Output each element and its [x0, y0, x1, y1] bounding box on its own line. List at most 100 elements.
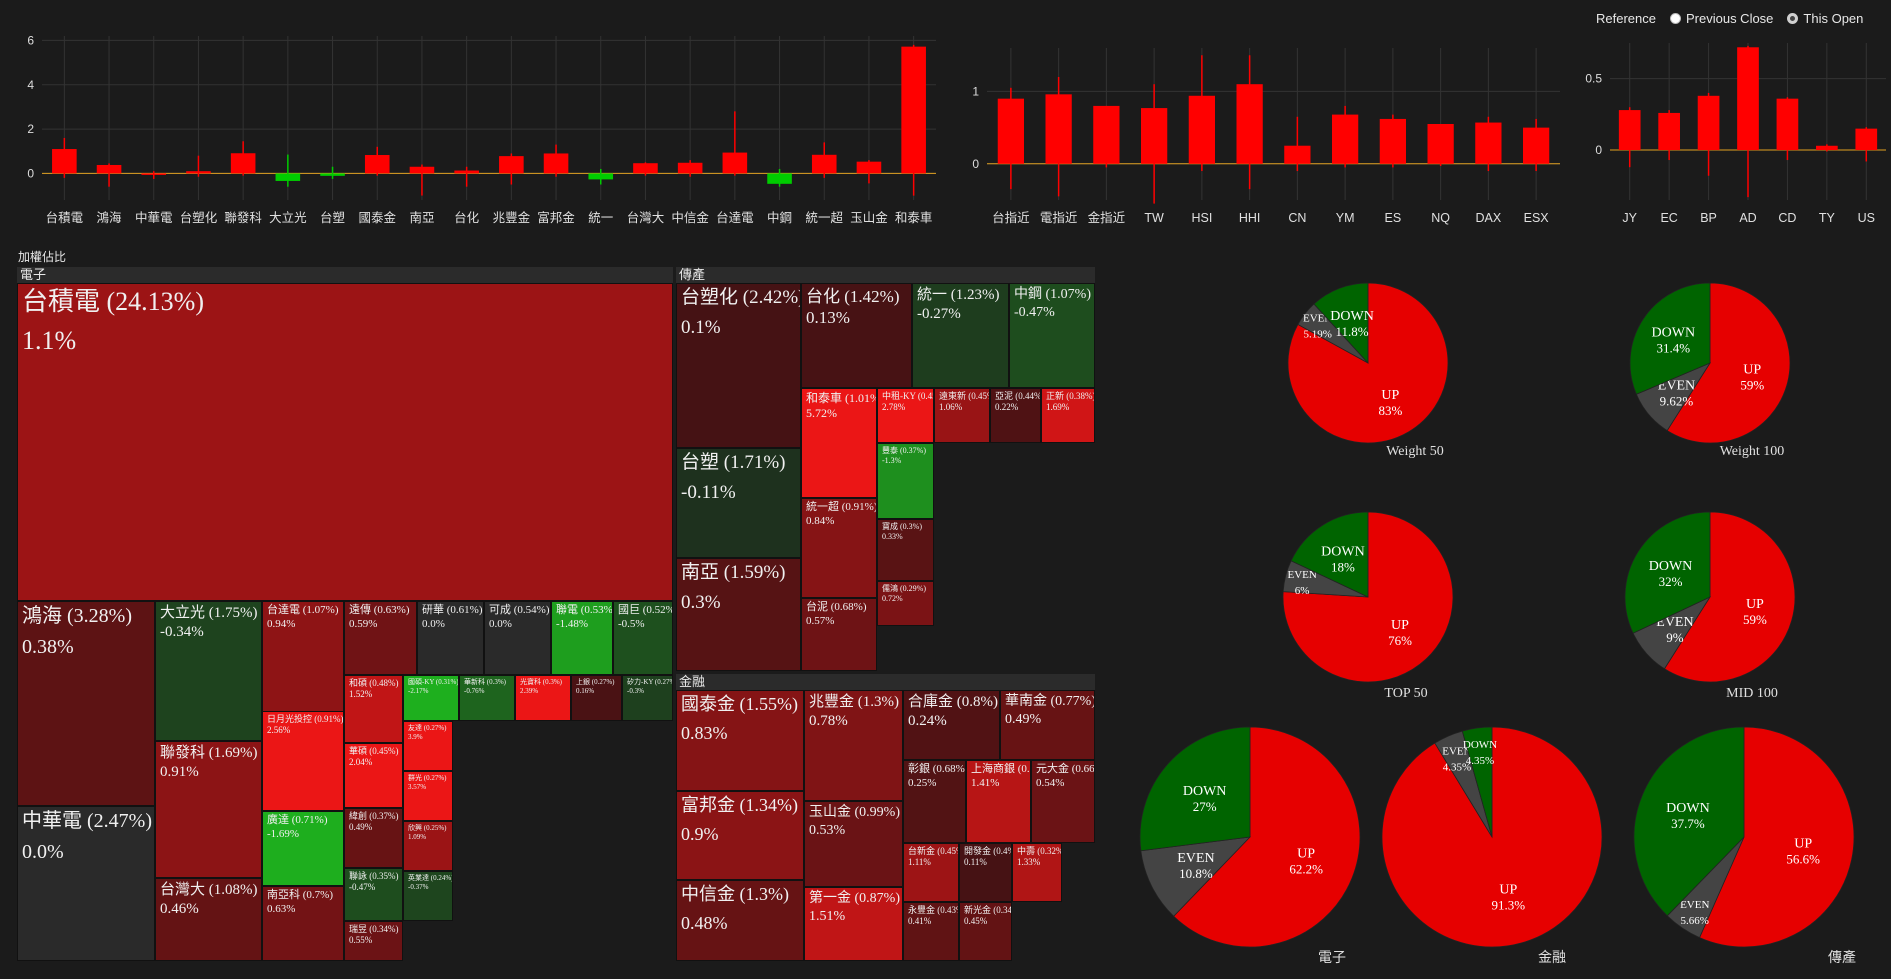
treemap-tile[interactable]: 統一超 (0.91%) 0.84% [801, 498, 877, 598]
treemap-tile[interactable]: 上銀 (0.27%) 0.16% [571, 675, 622, 721]
treemap-tile-value: 1.69% [1046, 402, 1070, 413]
candle-body [543, 153, 569, 174]
treemap-tile[interactable]: 欣興 (0.25%) 1.09% [403, 821, 453, 871]
treemap-tile[interactable]: 玉山金 (0.99%) 0.53% [804, 801, 903, 887]
treemap-tile-value: 1.52% [349, 689, 373, 700]
treemap-tile[interactable]: 光寶科 (0.3%) 2.39% [515, 675, 571, 721]
pie-title: Weight 100 [1720, 444, 1785, 459]
treemap-tile[interactable]: 合庫金 (0.8%) 0.24% [903, 690, 1000, 760]
treemap-tile[interactable]: 豐泰 (0.37%) -1.3% [877, 443, 934, 519]
treemap-tile-value: 2.56% [267, 725, 291, 736]
reference-label: Reference [1596, 10, 1656, 26]
x-tick-label: 聯發科 [224, 210, 262, 225]
treemap-tile-name: 和碩 (0.48%) [349, 678, 399, 688]
treemap-tile-value: 0.33% [882, 532, 903, 541]
reference-selector: Reference Previous Close This Open [1596, 8, 1863, 28]
treemap-tile[interactable]: 彰銀 (0.68%) 0.25% [903, 760, 966, 843]
treemap-tile[interactable]: 遠傳 (0.63%) 0.59% [344, 601, 417, 675]
treemap-tile[interactable]: 台灣大 (1.08%) 0.46% [155, 878, 262, 961]
treemap-sector-header: 電子 [17, 267, 673, 283]
treemap-tile[interactable]: 華南金 (0.77%) 0.49% [1000, 690, 1095, 760]
treemap-tile[interactable]: 台積電 (24.13%) 1.1% [17, 283, 673, 601]
treemap-tile[interactable]: 中華電 (2.47%) 0.0% [17, 806, 155, 961]
pie-slice-label: UP [1743, 362, 1761, 377]
treemap-tile[interactable]: 華碩 (0.45%) 2.04% [344, 743, 403, 808]
treemap-tile-name: 遠傳 (0.63%) [349, 604, 410, 616]
pie-slice [1139, 726, 1251, 852]
treemap-tile-value: 1.11% [908, 857, 931, 868]
pie-slice-value: 76% [1388, 633, 1412, 648]
treemap-tile[interactable]: 亞泥 (0.44%) 0.22% [990, 388, 1041, 443]
treemap-tile[interactable]: 中信金 (1.3%) 0.48% [676, 880, 804, 961]
treemap-tile[interactable]: 元大金 (0.66%)0.54% [1031, 760, 1095, 843]
treemap-tile[interactable]: 中租-KY (0.45%)2.78% [877, 388, 934, 443]
treemap-sector-header: 金融 [676, 674, 1095, 690]
treemap-tile[interactable]: 聯發科 (1.69%) 0.91% [155, 741, 262, 878]
treemap-tile[interactable]: 台化 (1.42%) 0.13% [801, 283, 912, 388]
treemap-tile[interactable]: 華新科 (0.3%) -0.76% [459, 675, 515, 721]
treemap-tile[interactable]: 聯電 (0.53%) -1.48% [551, 601, 613, 675]
treemap-tile-name: 台塑化 (2.42%) [681, 287, 801, 308]
treemap-tile[interactable]: 國碩-KY (0.31%) -2.17% [403, 675, 459, 721]
previous-close-option[interactable]: Previous Close [1669, 11, 1773, 26]
treemap-tile[interactable]: 新光金 (0.34%)0.45% [959, 902, 1012, 961]
x-tick-label: YM [1336, 211, 1355, 225]
x-tick-label: EC [1660, 211, 1677, 225]
treemap-tile[interactable]: 瑞昱 (0.34%) 0.55% [344, 921, 403, 961]
treemap-tile[interactable]: 南亞 (1.59%) 0.3% [676, 558, 801, 671]
candle-body [96, 164, 122, 174]
treemap-tile[interactable]: 儒鴻 (0.29%) 0.72% [877, 581, 934, 626]
treemap-tile[interactable]: 中壽 (0.32%) 1.33% [1012, 843, 1062, 902]
treemap-tile-name: 兆豐金 (1.3%) [809, 694, 899, 710]
treemap-tile[interactable]: 兆豐金 (1.3%) 0.78% [804, 690, 903, 801]
treemap-tile-name: 友達 (0.27%) [408, 724, 447, 732]
treemap-tile[interactable]: 研華 (0.61%) 0.0% [417, 601, 484, 675]
treemap-tile[interactable]: 和碩 (0.48%) 1.52% [344, 675, 403, 743]
treemap-tile[interactable]: 統一 (1.23%) -0.27% [912, 283, 1009, 388]
candle-body [1855, 128, 1878, 151]
previous-close-radio[interactable] [1669, 12, 1681, 24]
x-tick-label: US [1858, 211, 1875, 225]
candle-body [997, 98, 1025, 164]
treemap-tile[interactable]: 國巨 (0.52%) -0.5% [613, 601, 673, 675]
treemap-tile[interactable]: 國泰金 (1.55%) 0.83% [676, 690, 804, 791]
candle-body [901, 46, 926, 174]
treemap-tile[interactable]: 友達 (0.27%) 3.9% [403, 721, 453, 771]
treemap-tile[interactable]: 上海商銀 (0.66%)1.41% [966, 760, 1031, 843]
treemap-tile-name: 玉山金 (0.99%) [809, 805, 900, 820]
treemap-tile[interactable]: 廣達 (0.71%) -1.69% [262, 811, 344, 886]
this-open-option[interactable]: This Open [1787, 11, 1863, 26]
treemap-title: 加權佔比 [18, 250, 67, 264]
treemap-tile-name: 聯詠 (0.35%) [349, 871, 399, 881]
treemap-tile[interactable]: 台塑 (1.71%) -0.11% [676, 448, 801, 558]
treemap-tile[interactable]: 第一金 (0.87%) 1.51% [804, 887, 903, 961]
treemap-tile[interactable]: 聯詠 (0.35%) -0.47% [344, 868, 403, 921]
treemap-tile[interactable]: 永豐金 (0.43%)0.41% [903, 902, 959, 961]
x-tick-label: 台塑 [320, 210, 345, 225]
treemap-tile[interactable]: 中鋼 (1.07%) -0.47% [1009, 283, 1095, 388]
this-open-radio[interactable] [1787, 12, 1799, 24]
treemap-tile[interactable]: 台新金 (0.45%)1.11% [903, 843, 959, 902]
treemap-tile[interactable]: 可成 (0.54%) 0.0% [484, 601, 551, 675]
treemap-tile-value: 0.45% [964, 916, 988, 927]
pie-title: TOP 50 [1384, 686, 1427, 701]
treemap-tile-name: 台積電 (24.13%) [22, 287, 204, 316]
treemap-tile[interactable]: 英業達 (0.24%) -0.37% [403, 871, 453, 921]
treemap-tile[interactable]: 遠東新 (0.45%)1.06% [934, 388, 990, 443]
treemap-tile[interactable]: 大立光 (1.75%) -0.34% [155, 601, 262, 741]
treemap-tile[interactable]: 開發金 (0.4%)0.11% [959, 843, 1012, 902]
treemap-tile[interactable]: 台泥 (0.68%) 0.57% [801, 598, 877, 671]
treemap-tile[interactable]: 寶成 (0.3%) 0.33% [877, 519, 934, 581]
treemap-tile[interactable]: 富邦金 (1.34%) 0.9% [676, 791, 804, 880]
treemap-tile[interactable]: 緯創 (0.37%) 0.49% [344, 808, 403, 868]
treemap-tile-name: 聯發科 (1.69%) [160, 745, 258, 761]
treemap-tile[interactable]: 群光 (0.27%) 3.57% [403, 771, 453, 821]
treemap-tile[interactable]: 鴻海 (3.28%) 0.38% [17, 601, 155, 806]
treemap-tile[interactable]: 和泰車 (1.01%) 5.72% [801, 388, 877, 498]
treemap-tile[interactable]: 正新 (0.38%) 1.69% [1041, 388, 1095, 443]
treemap-tile[interactable]: 南亞科 (0.7%) 0.63% [262, 886, 344, 961]
treemap-tile[interactable]: 矽力-KY (0.27%) -0.3% [622, 675, 673, 721]
treemap-tile[interactable]: 日月光投控 (0.91%) 2.56% [262, 711, 344, 811]
x-tick-label: 台指近 [992, 210, 1030, 225]
treemap-tile[interactable]: 台塑化 (2.42%) 0.1% [676, 283, 801, 448]
